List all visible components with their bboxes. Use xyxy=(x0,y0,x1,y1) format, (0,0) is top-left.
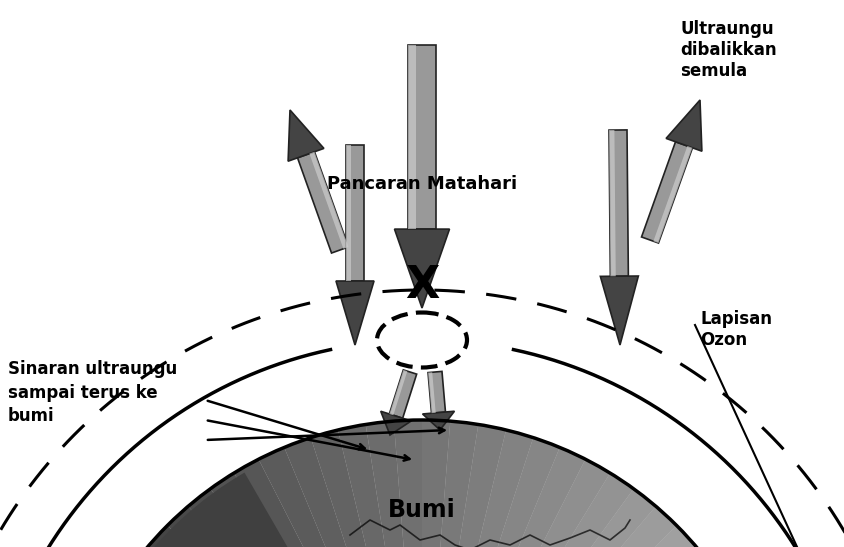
Polygon shape xyxy=(423,411,454,430)
Polygon shape xyxy=(408,45,436,229)
Wedge shape xyxy=(365,421,422,547)
Wedge shape xyxy=(422,526,695,547)
Polygon shape xyxy=(600,276,638,345)
Wedge shape xyxy=(422,421,479,547)
Polygon shape xyxy=(428,371,446,413)
Wedge shape xyxy=(131,546,422,547)
Polygon shape xyxy=(288,110,324,161)
Wedge shape xyxy=(167,507,422,547)
Wedge shape xyxy=(234,459,422,547)
Polygon shape xyxy=(609,130,616,276)
Wedge shape xyxy=(422,420,450,547)
Wedge shape xyxy=(422,424,506,547)
Polygon shape xyxy=(609,130,629,276)
Wedge shape xyxy=(338,424,422,547)
Text: Bumi: Bumi xyxy=(388,498,456,522)
Polygon shape xyxy=(408,45,416,229)
Wedge shape xyxy=(149,526,422,547)
Text: Ultraungu
dibalikkan
semula: Ultraungu dibalikkan semula xyxy=(680,20,776,80)
Wedge shape xyxy=(394,420,422,547)
Polygon shape xyxy=(641,142,692,243)
Circle shape xyxy=(62,420,782,547)
Polygon shape xyxy=(653,146,692,243)
Wedge shape xyxy=(311,430,422,547)
Polygon shape xyxy=(428,373,436,413)
Wedge shape xyxy=(422,489,656,547)
Wedge shape xyxy=(210,473,422,547)
Wedge shape xyxy=(188,489,422,547)
Wedge shape xyxy=(73,473,422,547)
Text: Lapisan
Ozon: Lapisan Ozon xyxy=(700,310,772,349)
Wedge shape xyxy=(422,473,634,547)
Polygon shape xyxy=(666,100,702,151)
Polygon shape xyxy=(394,229,450,308)
Polygon shape xyxy=(389,370,417,418)
Wedge shape xyxy=(422,507,677,547)
Polygon shape xyxy=(381,411,411,435)
Text: Sinaran ultraungu
sampai terus ke
bumi: Sinaran ultraungu sampai terus ke bumi xyxy=(8,360,177,425)
Text: Pancaran Matahari: Pancaran Matahari xyxy=(327,175,517,193)
Wedge shape xyxy=(422,438,560,547)
Ellipse shape xyxy=(377,312,467,368)
Polygon shape xyxy=(310,152,349,249)
Wedge shape xyxy=(422,546,713,547)
Polygon shape xyxy=(346,145,351,281)
Wedge shape xyxy=(422,459,610,547)
Wedge shape xyxy=(422,430,533,547)
Polygon shape xyxy=(346,145,364,281)
Wedge shape xyxy=(258,447,422,547)
Polygon shape xyxy=(298,152,349,253)
Polygon shape xyxy=(389,370,408,415)
Polygon shape xyxy=(336,281,374,345)
Wedge shape xyxy=(422,447,586,547)
Text: X: X xyxy=(405,264,439,306)
Wedge shape xyxy=(284,438,422,547)
